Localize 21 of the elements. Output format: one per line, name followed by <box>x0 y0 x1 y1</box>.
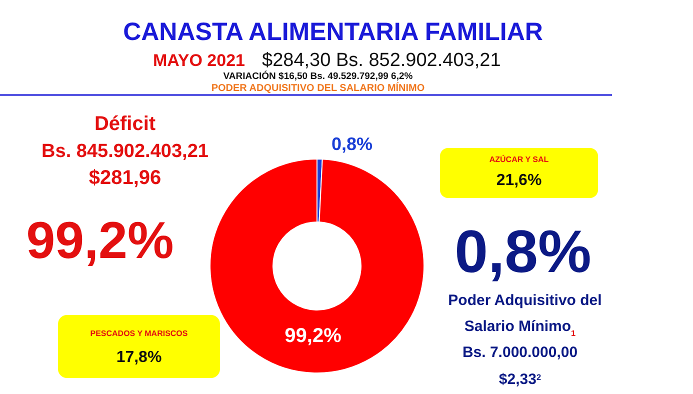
text: Salario Mínimo$_{1}$ <box>464 318 576 338</box>
text: Déficit <box>94 113 156 135</box>
text: 17,8% <box>116 349 162 366</box>
text: $284,30 Bs. 852.902.403,21 <box>262 50 501 71</box>
text: Bs. 7.000.000,00 <box>462 344 578 361</box>
text: PODER ADQUISITIVO DEL SALARIO MÍNIMO <box>211 82 425 94</box>
data-label: 99,2% <box>284 325 342 347</box>
text: PESCADOS Y MARISCOS <box>90 329 188 338</box>
text: VARIACIÓN $16,50 Bs. 49.529.792,99 6,2% <box>223 70 414 82</box>
text: Bs. 845.902.403,21 <box>42 141 209 162</box>
data-label: 0,8% <box>331 134 373 154</box>
chart-title: CANASTA ALIMENTARIA FAMILIAR <box>123 18 543 46</box>
text: 99,2% <box>26 212 174 270</box>
donut-slice <box>210 158 424 374</box>
text: 21,6% <box>496 172 542 189</box>
text: Poder Adquisitivo del <box>448 292 602 309</box>
text: 0,8% <box>454 218 592 285</box>
chart-subtitle: MAYO 2021 <box>153 51 245 70</box>
text: $281,96 <box>88 167 162 189</box>
text: $2,33$^{2}$ <box>498 371 542 388</box>
text: AZÚCAR Y SAL <box>489 154 549 164</box>
